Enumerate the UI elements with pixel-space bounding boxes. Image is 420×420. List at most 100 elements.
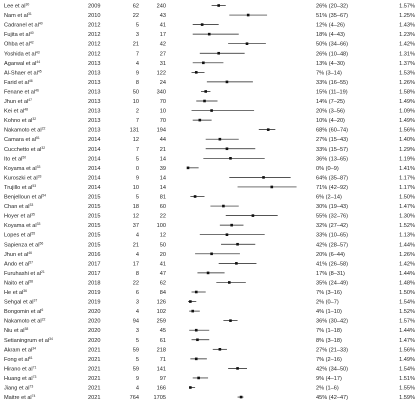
study-row: Setianingrum et al34 2020 5 61 8% (3–18) 1.47… bbox=[4, 337, 415, 344]
study-estimate: 8% (3–18) bbox=[316, 338, 342, 344]
study-estimate: 33% (10–65) bbox=[316, 233, 348, 239]
study-year: 2021 bbox=[88, 386, 100, 392]
study-author: Huang et al73 bbox=[4, 375, 37, 382]
study-total: 41 bbox=[160, 23, 166, 29]
study-row: Maitre et al74 2021 764 1705 45% (42–47) 1.59… bbox=[4, 394, 415, 401]
study-total: 166 bbox=[157, 386, 166, 392]
estimate-marker bbox=[230, 223, 233, 227]
study-estimate: 20% (6–44) bbox=[316, 252, 345, 258]
study-author: Al-Shaer et al45 bbox=[4, 69, 42, 76]
study-author: Agarwal et al44 bbox=[4, 60, 40, 67]
study-year: 2021 bbox=[88, 366, 100, 372]
estimate-marker bbox=[225, 233, 229, 236]
study-total: 50 bbox=[160, 242, 166, 248]
study-total: 1705 bbox=[154, 395, 166, 401]
study-row: Nakamoto et al22 2020 94 259 36% (30–42) 1.57… bbox=[4, 318, 415, 325]
study-row: Koyama et al33 2014 0 39 0% (0–9) 1.41% bbox=[4, 165, 415, 172]
study-estimate: 17% (8–31) bbox=[316, 271, 345, 277]
study-total: 27 bbox=[160, 51, 166, 57]
study-weight: 1.56% bbox=[399, 347, 415, 353]
study-events: 22 bbox=[133, 13, 139, 19]
study-author: Ohba et al42 bbox=[4, 41, 34, 48]
study-estimate: 7% (3–14) bbox=[316, 70, 342, 76]
study-weight: 1.25% bbox=[399, 13, 415, 19]
study-events: 5 bbox=[136, 23, 139, 29]
estimate-marker bbox=[239, 395, 243, 399]
study-weight: 1.43% bbox=[399, 23, 415, 29]
study-year: 2020 bbox=[88, 319, 100, 325]
study-weight: 1.29% bbox=[399, 147, 415, 153]
study-year: 2020 bbox=[88, 309, 100, 315]
study-weight: 1.37% bbox=[399, 61, 415, 67]
study-weight: 1.47% bbox=[399, 204, 415, 210]
study-author: Hoyer et al35 bbox=[4, 213, 35, 220]
study-estimate: 18% (4–43) bbox=[316, 32, 345, 38]
estimate-marker bbox=[229, 157, 232, 160]
study-year: 2021 bbox=[88, 347, 100, 353]
study-estimate: 33% (16–55) bbox=[316, 80, 348, 86]
study-total: 14 bbox=[160, 175, 166, 181]
estimate-marker bbox=[194, 328, 198, 332]
estimate-marker bbox=[202, 61, 205, 65]
study-row: Naito et al58 2018 22 62 35% (24–49) 1.48% bbox=[4, 279, 415, 286]
study-estimate: 9% (4–17) bbox=[316, 376, 342, 382]
study-weight: 1.13% bbox=[399, 233, 415, 239]
study-weight: 1.56% bbox=[399, 128, 415, 134]
study-row: Cadranel et al40 2012 5 41 12% (4–26) 1.43% bbox=[4, 22, 415, 29]
estimate-marker bbox=[225, 80, 229, 84]
study-estimate: 30% (19–43) bbox=[316, 204, 348, 210]
study-row: Jhun et al46 2016 4 20 20% (6–44) 1.26% bbox=[4, 251, 415, 258]
study-weight: 1.53% bbox=[399, 70, 415, 76]
study-row: Kei et al48 2013 2 10 20% (3–56) 1.09% bbox=[4, 108, 415, 115]
study-events: 10 bbox=[133, 185, 139, 191]
study-year: 2014 bbox=[88, 166, 100, 172]
study-events: 764 bbox=[130, 395, 139, 401]
study-row: Furuhashi et al21 2017 8 47 17% (8–31) 1.44% bbox=[4, 270, 415, 277]
study-year: 2013 bbox=[88, 109, 100, 115]
study-row: Hoyer et al35 2015 12 22 55% (32–76) 1.30% bbox=[4, 213, 415, 220]
study-total: 14 bbox=[160, 185, 166, 191]
study-total: 10 bbox=[160, 109, 166, 115]
study-row: Akram et al34 2021 59 218 27% (21–33) 1.56% bbox=[4, 346, 415, 353]
study-year: 2021 bbox=[88, 357, 100, 363]
study-estimate: 14% (7–25) bbox=[316, 99, 345, 105]
study-estimate: 7% (2–16) bbox=[316, 357, 342, 363]
study-events: 3 bbox=[136, 300, 139, 306]
study-weight: 1.17% bbox=[399, 185, 415, 191]
estimate-marker bbox=[218, 348, 222, 351]
study-author: Nakamoto et al22 bbox=[4, 127, 46, 134]
study-estimate: 71% (42–92) bbox=[316, 185, 348, 191]
study-estimate: 55% (32–76) bbox=[316, 214, 348, 220]
study-total: 141 bbox=[157, 366, 166, 372]
study-events: 4 bbox=[136, 61, 139, 67]
study-events: 7 bbox=[136, 147, 139, 153]
study-estimate: 10% (4–20) bbox=[316, 118, 345, 124]
estimate-marker bbox=[198, 118, 202, 122]
study-weight: 1.41% bbox=[399, 166, 415, 172]
study-events: 4 bbox=[136, 386, 139, 392]
estimate-marker bbox=[229, 319, 232, 322]
study-author: Fujita et al40 bbox=[4, 31, 34, 38]
estimate-marker bbox=[206, 271, 210, 275]
study-weight: 1.47% bbox=[399, 338, 415, 344]
study-estimate: 42% (34–50) bbox=[316, 366, 348, 372]
study-author: Koyama et al33 bbox=[4, 165, 41, 172]
study-row: He et al36 2019 6 84 7% (3–16) 1.50% bbox=[4, 289, 415, 296]
study-weight: 1.49% bbox=[399, 357, 415, 363]
study-weight: 1.51% bbox=[399, 376, 415, 382]
estimate-marker bbox=[194, 290, 198, 294]
study-author: Sehgal et al37 bbox=[4, 299, 37, 306]
study-row: Lopes et al55 2015 4 12 33% (10–65) 1.13% bbox=[4, 232, 415, 239]
study-author: Benjelloun et al54 bbox=[4, 194, 46, 201]
study-year: 2015 bbox=[88, 242, 100, 248]
study-row: Chan et al33 2015 18 60 30% (19–43) 1.47% bbox=[4, 203, 415, 210]
study-total: 102 bbox=[157, 309, 166, 315]
study-author: Yoshida et al43 bbox=[4, 50, 40, 57]
study-weight: 1.30% bbox=[399, 214, 415, 220]
study-year: 2021 bbox=[88, 376, 100, 382]
study-total: 12 bbox=[160, 233, 166, 239]
study-estimate: 41% (26–58) bbox=[316, 261, 348, 267]
study-row: Ando et al57 2017 17 41 41% (26–58) 1.42% bbox=[4, 260, 415, 267]
study-total: 45 bbox=[160, 328, 166, 334]
estimate-marker bbox=[245, 42, 249, 45]
